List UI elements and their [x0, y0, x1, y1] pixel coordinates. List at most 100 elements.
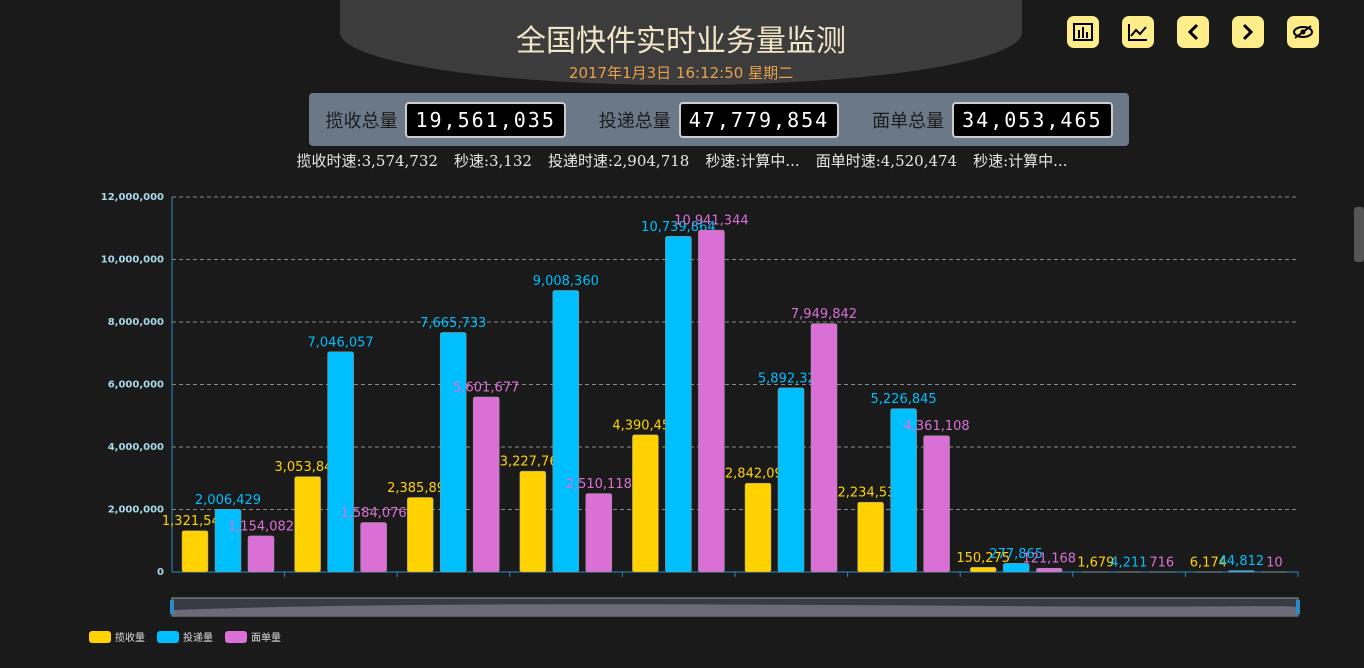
bar	[406, 497, 434, 573]
next-button[interactable]	[1232, 16, 1264, 48]
data-label: 7,949,842	[791, 307, 857, 322]
data-label: 1,321,540	[162, 514, 228, 529]
legend-swatch	[157, 631, 179, 643]
data-label: 44,812	[1219, 554, 1265, 569]
zoom-handle	[170, 600, 174, 614]
line-chart-button[interactable]	[1122, 16, 1154, 48]
data-label: 4,390,450	[612, 418, 678, 433]
date-time: 2017年1月3日 16:12:50 星期二	[568, 64, 794, 82]
data-label: 7,046,057	[308, 335, 374, 350]
zoom-handle	[1296, 600, 1300, 614]
bar	[744, 482, 772, 573]
counter: 面单总量 34,053,465	[872, 101, 1113, 138]
y-tick-label: 2,000,000	[108, 505, 164, 516]
data-label: 1,679	[1077, 555, 1114, 570]
bar	[1035, 567, 1063, 573]
stat: 投递时速:2,904,718	[547, 152, 690, 170]
bar	[1228, 570, 1255, 573]
data-label: 2,510,118	[566, 477, 632, 492]
bar	[439, 332, 467, 573]
toolbar	[1067, 16, 1319, 48]
stat: 面单时速:4,520,474	[815, 152, 958, 170]
scrollbar	[1354, 207, 1364, 262]
y-tick-label: 4,000,000	[108, 442, 164, 453]
data-label: 6,174	[1190, 555, 1227, 570]
bar	[969, 567, 997, 573]
data-label: 150,275	[956, 551, 1010, 566]
stat: 秒速:计算中...	[973, 152, 1068, 170]
data-label: 3,227,760	[500, 455, 566, 470]
prev-button[interactable]	[1177, 16, 1209, 48]
counter: 投递总量 47,779,854	[598, 101, 840, 138]
bar	[857, 501, 884, 573]
counter-value: 19,561,035	[405, 101, 566, 138]
data-label: 4,361,108	[904, 419, 970, 434]
counter-value: 47,779,854	[678, 101, 840, 138]
bar	[632, 434, 659, 573]
y-tick-label: 12,000,000	[101, 192, 164, 203]
bar	[810, 323, 838, 573]
bar	[214, 509, 242, 573]
legend-label: 揽收量	[115, 631, 145, 644]
hide-button[interactable]	[1287, 16, 1319, 48]
stat: 秒速:3,132	[453, 152, 532, 170]
y-tick-label: 0	[157, 567, 164, 578]
data-label: 2,385,890	[387, 481, 453, 496]
title-banner	[340, 0, 1022, 85]
counter-label: 揽收总量	[325, 110, 398, 132]
data-label: 7,665,733	[420, 316, 486, 331]
bar	[552, 290, 580, 573]
data-label: 121,168	[1022, 552, 1076, 567]
data-label: 10,739,864	[641, 220, 715, 235]
data-label: 10,941,344	[674, 214, 748, 229]
bar	[890, 408, 917, 573]
y-tick-label: 8,000,000	[108, 317, 164, 328]
bar	[698, 229, 725, 573]
bar	[472, 396, 500, 573]
data-label: 9,008,360	[533, 274, 599, 289]
bar-chart-button[interactable]	[1067, 16, 1099, 48]
bar	[360, 522, 387, 573]
data-label: 1,154,082	[228, 519, 294, 534]
legend-label: 投递量	[183, 631, 213, 644]
data-label: 3,053,840	[275, 460, 341, 475]
bar	[519, 470, 547, 573]
bar	[327, 351, 354, 573]
data-label: 716	[1149, 555, 1174, 570]
counter-value: 34,053,465	[952, 101, 1113, 138]
stats-line: 揽收时速:3,574,732 秒速:3,132 投递时速:2,904,718 秒速:计…	[0, 150, 1364, 171]
bar	[181, 530, 209, 573]
bar	[665, 236, 692, 573]
data-label: 5,601,677	[453, 380, 519, 395]
y-tick-label: 10,000,000	[101, 255, 164, 266]
data-label: 1,584,076	[341, 506, 407, 521]
page-title: 全国快件实时业务量监测	[516, 24, 846, 59]
bar	[777, 387, 805, 573]
legend-swatch	[225, 631, 247, 643]
bar	[1002, 563, 1030, 573]
counter-panel: 揽收总量 19,561,035 投递总量 47,779,854 面单总量 34,053…	[309, 93, 1129, 146]
zoom-shape	[172, 604, 1299, 616]
bar	[923, 435, 950, 573]
data-label: 10	[1266, 555, 1283, 570]
data-label: 4,211	[1110, 555, 1147, 570]
data-label: 5,226,845	[871, 392, 937, 407]
stat: 揽收时速:3,574,732	[296, 152, 438, 170]
counter-label: 投递总量	[598, 110, 671, 132]
legend-swatch	[89, 631, 111, 643]
bar	[294, 476, 321, 573]
bar	[585, 493, 613, 573]
data-label: 2,234,530	[838, 486, 904, 501]
data-label: 277,865	[989, 547, 1043, 562]
stat: 秒速:计算中...	[705, 152, 800, 170]
data-label: 2,006,429	[195, 493, 261, 508]
data-label: 5,892,320	[758, 371, 824, 386]
counter: 揽收总量 19,561,035	[325, 101, 566, 138]
bar	[247, 535, 275, 573]
counter-label: 面单总量	[872, 110, 945, 132]
legend-label: 面单量	[251, 632, 281, 644]
data-label: 2,842,090	[725, 467, 791, 482]
y-tick-label: 6,000,000	[108, 380, 164, 391]
